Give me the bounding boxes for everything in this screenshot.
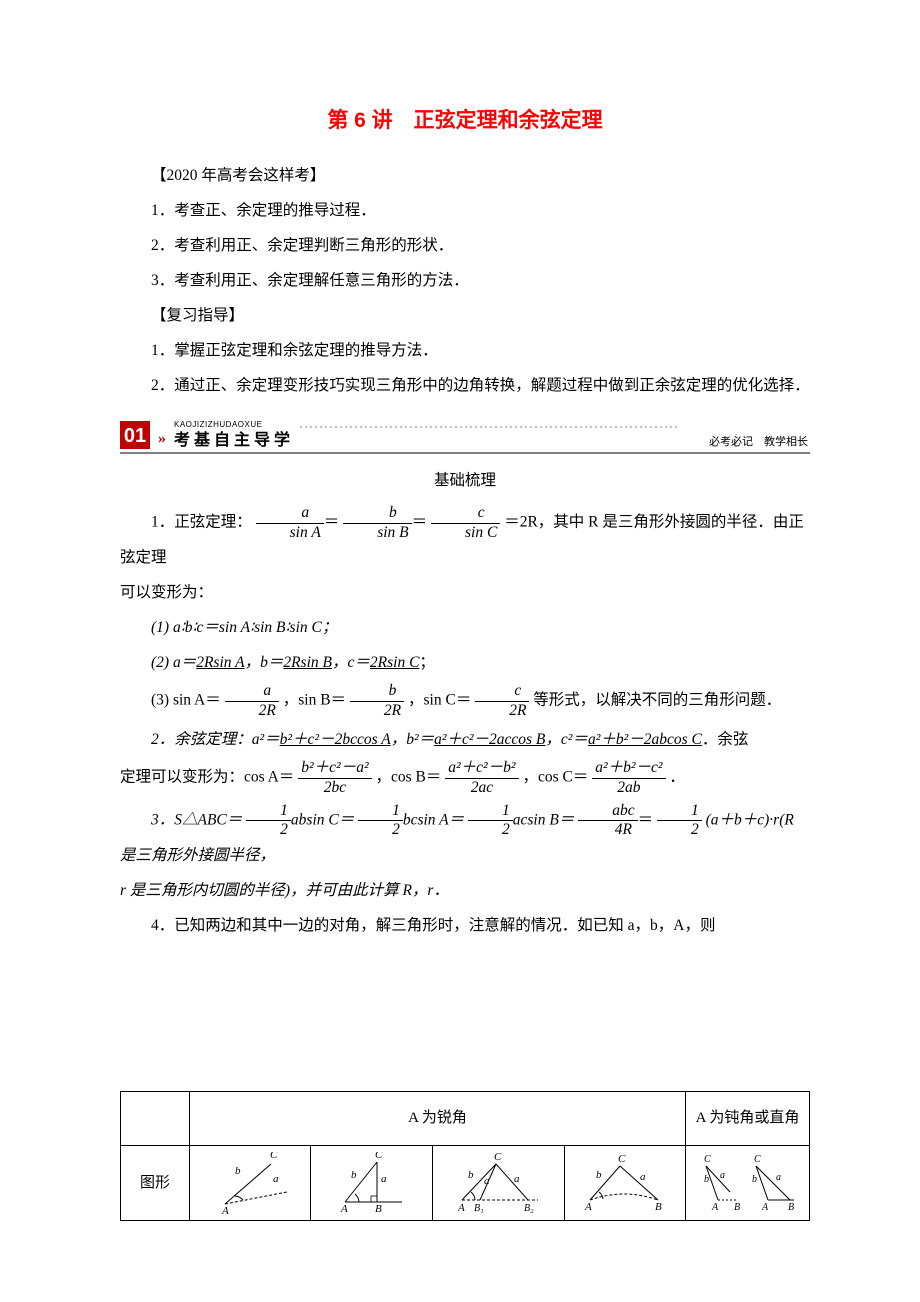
svg-text:A: A [711,1202,719,1213]
svg-text:A: A [221,1205,229,1214]
svg-text:C: C [494,1152,502,1163]
svg-text:a: a [776,1172,781,1183]
fig-cell-4: b C a A B [564,1145,685,1220]
th-obtuse: A 为钝角或直角 [686,1091,810,1145]
item3: 3．S△ABC＝ 12absin C＝ 12bcsin A＝ 12acsin B… [120,802,810,871]
svg-text:A: A [457,1202,465,1214]
svg-text:a: a [381,1173,387,1185]
item1-sub2: (2) a＝2Rsin A，b＝2Rsin B，c＝2Rsin C； [120,647,810,678]
svg-text:b: b [704,1174,709,1185]
item2: 2．余弦定理：a²＝b²＋c²－2bccos A，b²＝a²＋c²－2accos… [120,724,810,755]
svg-text:A: A [340,1203,348,1214]
section-banner: 01 » KAOJIZIZHUDAOXUE 考 基 自 主 导 学 必考必记 教… [120,415,810,455]
item1-sub1: (1) a∶b∶c＝sin A∶sin B∶sin C； [120,612,810,643]
svg-text:B: B [788,1202,794,1213]
item4: 4．已知两边和其中一边的对角，解三角形时，注意解的情况．如已知 a，b，A，则 [120,910,810,941]
banner-num: 01 [124,425,146,447]
review-item-2: 2．通过正、余定理变形技巧实现三角形中的边角转换，解题过程中做到正余弦定理的优化… [120,370,810,401]
frac-c-sinC: csin C [431,504,500,542]
svg-text:a: a [640,1171,646,1183]
item1: 1．正弦定理： asin A＝ bsin B＝ csin C ＝2R，其中 R … [120,504,810,573]
svg-text:B: B [375,1203,382,1214]
exam-item-1: 1．考查正、余定理的推导过程． [120,195,810,226]
table-corner [121,1091,190,1145]
triangle-fig-5: b C a A B b C a A B [690,1152,805,1214]
svg-text:a: a [514,1173,520,1185]
lecture-title: 第 6 讲 正弦定理和余弦定理 [120,100,810,142]
frac-a-sinA: asin A [256,504,324,542]
solutions-table: A 为锐角 A 为钝角或直角 图形 b C a A [120,1091,810,1221]
review-item-1: 1．掌握正弦定理和余弦定理的推导方法． [120,335,810,366]
svg-text:b: b [468,1169,474,1181]
svg-text:b: b [752,1174,757,1185]
row-label: 图形 [121,1145,190,1220]
triangle-fig-4: b C a A B [570,1152,680,1214]
svg-text:C: C [270,1152,278,1161]
banner-right: 必考必记 教学相长 [709,434,808,448]
fig-cell-1: b C a A [190,1145,311,1220]
svg-text:b: b [596,1169,602,1181]
item1-lead: 1．正弦定理： [151,514,252,531]
item3-line2: r 是三角形内切圆的半径)，并可由此计算 R，r． [120,875,810,906]
fig-cell-3: b C a a A B₁ B₂ [432,1145,564,1220]
svg-text:B: B [734,1202,740,1213]
fig-cell-2: b C a A B [311,1145,432,1220]
item1-line2: 可以变形为： [120,577,810,608]
th-acute: A 为锐角 [190,1091,686,1145]
banner-pinyin: KAOJIZIZHUDAOXUE [174,420,262,429]
svg-text:b: b [235,1165,241,1177]
svg-text:a: a [484,1175,490,1187]
item1-sub3: (3) sin A＝ a2R ，sin B＝ b2R ，sin C＝ c2R 等… [120,682,810,720]
svg-text:A: A [584,1201,592,1213]
basics-title: 基础梳理 [120,465,810,496]
exam-item-3: 3．考查利用正、余定理解任意三角形的方法． [120,265,810,296]
triangle-fig-3: b C a a A B₁ B₂ [438,1152,558,1214]
review-heading: 【复习指导】 [120,300,810,331]
triangle-fig-2: b C a A B [317,1152,427,1214]
item2-line2: 定理可以变形为：cos A＝ b²＋c²－a²2bc ，cos B＝ a²＋c²… [120,759,810,797]
svg-text:A: A [761,1202,769,1213]
svg-text:C: C [375,1152,383,1161]
triangle-fig-1: b C a A [195,1152,305,1214]
svg-text:C: C [754,1154,761,1165]
svg-text:C: C [618,1153,626,1165]
svg-text:C: C [704,1154,711,1165]
exam-heading: 【2020 年高考会这样考】 [120,160,810,191]
banner-arrow-icon: » [158,430,166,447]
svg-text:b: b [351,1169,357,1181]
svg-text:B₂: B₂ [524,1203,534,1214]
fig-cell-5: b C a A B b C a A B [686,1145,810,1220]
svg-text:B: B [655,1201,662,1213]
banner-label: 考 基 自 主 导 学 [174,430,290,449]
exam-item-2: 2．考查利用正、余定理判断三角形的形状． [120,230,810,261]
svg-text:a: a [273,1173,279,1185]
page: 第 6 讲 正弦定理和余弦定理 【2020 年高考会这样考】 1．考查正、余定理… [0,0,920,1281]
svg-text:a: a [720,1170,725,1181]
frac-b-sinB: bsin B [343,504,411,542]
svg-text:B₁: B₁ [474,1203,484,1214]
